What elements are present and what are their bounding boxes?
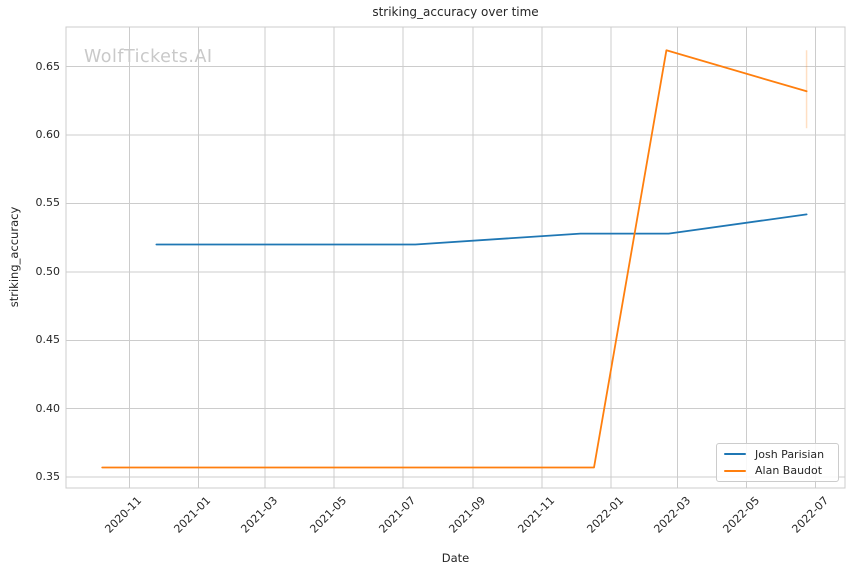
legend: Josh Parisian Alan Baudot bbox=[716, 443, 839, 482]
plot-border bbox=[65, 26, 846, 489]
legend-item: Alan Baudot bbox=[724, 464, 838, 477]
legend-label: Alan Baudot bbox=[755, 464, 823, 478]
legend-item: Josh Parisian bbox=[724, 448, 838, 461]
x-axis-label: Date bbox=[441, 551, 470, 565]
legend-label: Josh Parisian bbox=[755, 447, 825, 461]
series-line-alan-baudot bbox=[101, 49, 808, 469]
chart-title: striking_accuracy over time bbox=[372, 5, 539, 19]
legend-line-swatch-icon bbox=[724, 469, 746, 472]
watermark: WolfTickets.AI bbox=[84, 47, 213, 67]
series-line-josh-parisian bbox=[155, 213, 808, 246]
legend-line-swatch-icon bbox=[724, 453, 746, 456]
